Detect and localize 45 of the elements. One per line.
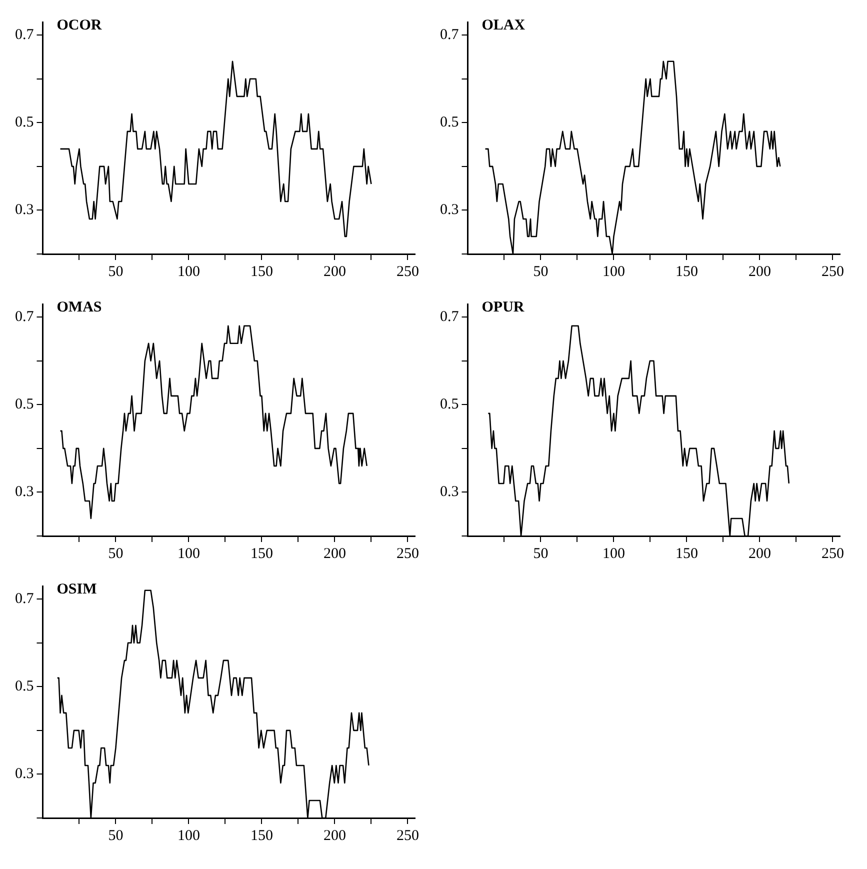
x-tick-label: 200 xyxy=(748,546,771,562)
y-tick-label: 0.3 xyxy=(15,766,34,782)
y-tick-label: 0.5 xyxy=(15,114,34,131)
x-tick-label: 200 xyxy=(323,546,346,562)
chart-title: OPUR xyxy=(482,299,524,316)
x-tick-label: 150 xyxy=(250,828,273,844)
x-tick-label: 150 xyxy=(250,264,273,280)
chart-title: OCOR xyxy=(56,17,102,34)
y-tick-label: 0.7 xyxy=(440,309,460,326)
x-tick-label: 50 xyxy=(108,546,124,562)
x-tick-label: 100 xyxy=(602,264,625,280)
x-tick-label: 150 xyxy=(675,546,698,562)
x-tick-label: 100 xyxy=(177,264,200,280)
x-tick-label: 200 xyxy=(323,828,346,844)
x-tick-label: 250 xyxy=(396,828,419,844)
chart-title: OSIM xyxy=(56,581,97,598)
x-tick-label: 50 xyxy=(108,264,124,280)
x-tick-label: 100 xyxy=(602,546,625,562)
chart-title: OMAS xyxy=(56,299,102,316)
y-tick-label: 0.3 xyxy=(440,484,459,500)
x-tick-label: 50 xyxy=(533,546,548,562)
y-tick-label: 0.5 xyxy=(440,396,459,413)
x-tick-label: 250 xyxy=(821,546,844,562)
x-tick-label: 150 xyxy=(675,264,698,280)
x-tick-label: 200 xyxy=(323,264,346,280)
y-tick-label: 0.5 xyxy=(440,114,459,131)
x-tick-label: 150 xyxy=(250,546,273,562)
y-tick-label: 0.7 xyxy=(15,27,34,44)
x-tick-label: 250 xyxy=(396,546,419,562)
y-tick-label: 0.3 xyxy=(15,484,34,500)
x-tick-label: 100 xyxy=(177,828,200,844)
x-tick-label: 250 xyxy=(821,264,844,280)
x-tick-label: 200 xyxy=(748,264,771,280)
y-tick-label: 0.7 xyxy=(15,309,34,326)
x-tick-label: 50 xyxy=(108,828,124,844)
chart-title: OLAX xyxy=(482,17,526,34)
y-tick-label: 0.5 xyxy=(15,396,34,413)
y-tick-label: 0.3 xyxy=(440,202,459,218)
y-tick-label: 0.7 xyxy=(15,591,34,608)
y-tick-label: 0.5 xyxy=(15,678,34,695)
y-tick-label: 0.3 xyxy=(15,202,34,218)
x-tick-label: 50 xyxy=(533,264,548,280)
y-tick-label: 0.7 xyxy=(440,27,460,44)
x-tick-label: 100 xyxy=(177,546,200,562)
x-tick-label: 250 xyxy=(396,264,419,280)
